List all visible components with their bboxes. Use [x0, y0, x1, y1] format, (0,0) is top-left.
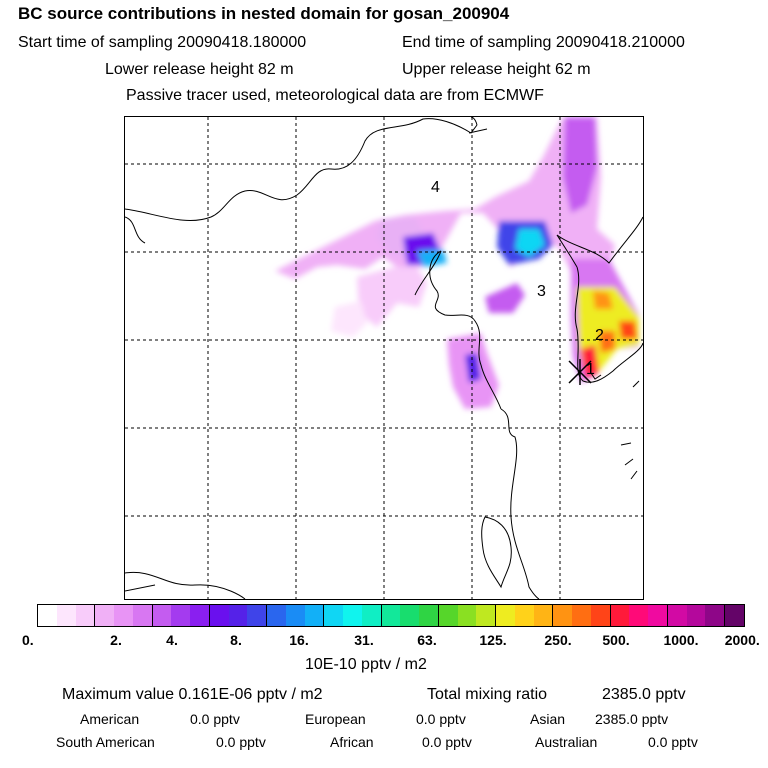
- total-mixing-ratio-value: 2385.0 pptv: [602, 686, 686, 703]
- colorbar-swatch: [209, 605, 229, 626]
- colorbar-tick: 0.: [22, 632, 34, 648]
- colorbar-unit: 10E-10 pptv / m2: [305, 656, 427, 673]
- colorbar-swatch: [705, 605, 725, 626]
- start-time: Start time of sampling 20090418.180000: [18, 34, 307, 51]
- colorbar-tick: 4.: [166, 632, 178, 648]
- european-value: 0.0 pptv: [416, 711, 466, 727]
- colorbar-swatch: [38, 605, 57, 626]
- south-american-label: South American: [56, 734, 155, 750]
- colorbar-swatch: [343, 605, 362, 626]
- colorbar-swatch: [553, 605, 572, 626]
- colorbar-swatch: [285, 605, 305, 626]
- colorbar-tick: 8.: [230, 632, 242, 648]
- colorbar-swatch: [514, 605, 534, 626]
- colorbar-swatch: [247, 605, 267, 626]
- map-panel: 4 3 2 1: [124, 116, 644, 600]
- colorbar-swatch: [533, 605, 554, 626]
- colorbar-swatch: [476, 605, 496, 626]
- colorbar-swatch: [361, 605, 382, 626]
- colorbar-tick: 2000.: [724, 632, 760, 648]
- colorbar-swatch: [667, 605, 687, 626]
- colorbar-swatch: [114, 605, 133, 626]
- colorbar-tick: 125.: [479, 632, 507, 648]
- colorbar-swatch: [419, 605, 439, 626]
- american-value: 0.0 pptv: [190, 711, 240, 727]
- colorbar-tick: 500.: [602, 632, 630, 648]
- colorbar-tick: 1000.: [663, 632, 699, 648]
- american-label: American: [80, 711, 140, 727]
- colorbar-swatch: [267, 605, 286, 626]
- colorbar-tick: 250.: [544, 632, 572, 648]
- asian-value: 2385.0 pptv: [595, 711, 669, 727]
- colorbar-swatch: [590, 605, 611, 626]
- colorbar-swatch: [75, 605, 96, 626]
- region-label-3: 3: [537, 283, 546, 300]
- colorbar-swatch: [725, 605, 744, 626]
- colorbar-tick: 2.: [110, 632, 122, 648]
- asian-label: Asian: [530, 711, 566, 727]
- colorbar-swatch: [304, 605, 325, 626]
- lower-release-height: Lower release height 82 m: [105, 61, 294, 78]
- total-mixing-ratio-label: Total mixing ratio: [427, 686, 548, 703]
- colorbar-swatch: [610, 605, 630, 626]
- colorbar-swatch: [190, 605, 210, 626]
- colorbar-tick: 31.: [354, 632, 374, 648]
- region-label-2: 2: [595, 327, 604, 344]
- upper-release-height: Upper release height 62 m: [402, 61, 591, 78]
- colorbar-swatch: [629, 605, 648, 626]
- coastlines: [125, 117, 643, 599]
- african-label: African: [330, 734, 374, 750]
- map-gridlines: [125, 117, 643, 599]
- african-value: 0.0 pptv: [422, 734, 472, 750]
- colorbar-swatch: [132, 605, 153, 626]
- colorbar-swatch: [324, 605, 343, 626]
- maximum-value: Maximum value 0.161E-06 pptv / m2: [62, 686, 323, 703]
- colorbar-swatch: [648, 605, 668, 626]
- receptor-marker: [568, 359, 592, 385]
- plume-field: [275, 117, 639, 409]
- colorbar-swatch: [228, 605, 248, 626]
- colorbar-swatch: [381, 605, 401, 626]
- end-time: End time of sampling 20090418.210000: [402, 34, 685, 51]
- colorbar-swatch: [572, 605, 591, 626]
- colorbar-swatch: [457, 605, 477, 626]
- european-label: European: [305, 711, 366, 727]
- australian-value: 0.0 pptv: [648, 734, 698, 750]
- colorbar-swatch: [496, 605, 515, 626]
- plot-title: BC source contributions in nested domain…: [18, 4, 510, 23]
- colorbar-swatch: [400, 605, 419, 626]
- colorbar: [37, 604, 745, 627]
- colorbar-swatch: [686, 605, 706, 626]
- south-american-value: 0.0 pptv: [216, 734, 266, 750]
- australian-label: Australian: [535, 734, 598, 750]
- region-label-1: 1: [586, 361, 595, 378]
- colorbar-tick: 63.: [417, 632, 437, 648]
- colorbar-swatch: [438, 605, 458, 626]
- colorbar-tick: 16.: [289, 632, 309, 648]
- colorbar-swatch: [56, 605, 76, 626]
- colorbar-swatch: [152, 605, 172, 626]
- colorbar-swatch: [95, 605, 114, 626]
- map-graphic: [125, 117, 643, 599]
- tracer-note: Passive tracer used, meteorological data…: [126, 87, 544, 104]
- region-label-4: 4: [431, 179, 440, 196]
- colorbar-swatch: [171, 605, 190, 626]
